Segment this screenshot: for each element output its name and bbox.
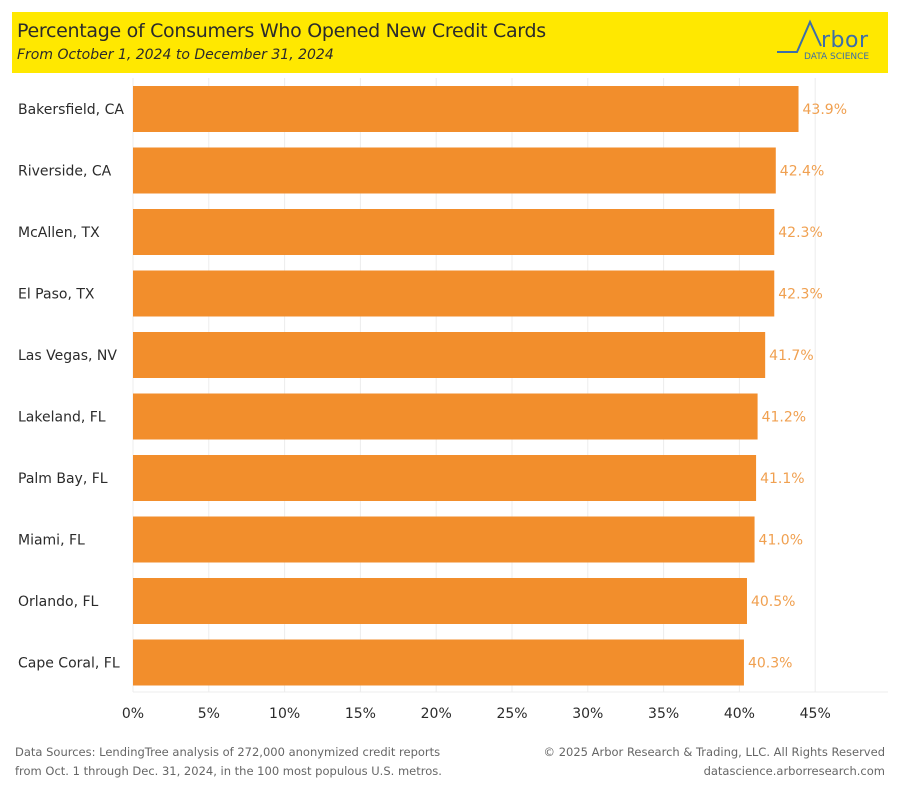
x-tick-label: 15%: [345, 706, 376, 722]
x-tick-label: 25%: [496, 706, 527, 722]
copyright-note: © 2025 Arbor Research & Trading, LLC. Al…: [544, 743, 885, 781]
value-label: 42.3%: [778, 225, 822, 241]
arbor-logo-mark: [777, 19, 822, 53]
x-tick-label: 5%: [198, 706, 220, 722]
website-link[interactable]: datascience.arborresearch.com: [703, 764, 885, 778]
x-tick-label: 10%: [269, 706, 300, 722]
value-label: 41.0%: [759, 533, 803, 549]
arbor-logo: rbor DATA SCIENCE: [775, 16, 887, 70]
bar: [133, 270, 775, 317]
bar: [133, 578, 747, 624]
chart-title: Percentage of Consumers Who Opened New C…: [17, 20, 546, 42]
source-line-2: from Oct. 1 through Dec. 31, 2024, in th…: [15, 764, 442, 778]
bar: [133, 86, 799, 132]
x-axis-ticks: 0% 5% 10% 15% 20% 25% 30% 35% 40% 45%: [122, 706, 831, 722]
value-label: 41.1%: [760, 471, 804, 487]
category-label: Orlando, FL: [18, 594, 99, 610]
bar: [133, 639, 744, 686]
logo-tagline: DATA SCIENCE: [804, 52, 870, 62]
value-label: 42.3%: [778, 287, 822, 303]
value-label: 43.9%: [803, 102, 847, 118]
bar: [133, 393, 758, 440]
category-label: El Paso, TX: [18, 287, 95, 303]
category-labels: Bakersfield, CA Riverside, CA McAllen, TX E…: [18, 102, 124, 672]
value-label: 42.4%: [780, 164, 824, 180]
value-label: 40.3%: [748, 656, 792, 672]
bar-chart: Bakersfield, CA Riverside, CA McAllen, TX E…: [18, 78, 888, 722]
category-label: Bakersfield, CA: [18, 102, 124, 118]
bar: [133, 455, 757, 501]
x-tick-label: 45%: [800, 706, 831, 722]
bar: [133, 209, 775, 255]
category-label: Palm Bay, FL: [18, 471, 108, 487]
bar: [133, 147, 776, 194]
bar: [133, 516, 755, 563]
x-tick-label: 30%: [572, 706, 603, 722]
source-line-1: Data Sources: LendingTree analysis of 27…: [15, 745, 441, 759]
chart-header: Percentage of Consumers Who Opened New C…: [12, 12, 888, 73]
data-source-note: Data Sources: LendingTree analysis of 27…: [15, 743, 442, 781]
logo-wordmark: rbor: [821, 28, 869, 53]
category-label: Riverside, CA: [18, 164, 112, 180]
x-tick-label: 35%: [648, 706, 679, 722]
value-label: 40.5%: [751, 594, 795, 610]
bars: [133, 86, 799, 686]
value-label: 41.2%: [762, 410, 806, 426]
copyright-text: © 2025 Arbor Research & Trading, LLC. Al…: [543, 745, 885, 759]
x-tick-label: 20%: [421, 706, 452, 722]
bar: [133, 332, 766, 378]
x-tick-label: 40%: [724, 706, 755, 722]
x-tick-label: 0%: [122, 706, 144, 722]
category-label: McAllen, TX: [18, 225, 100, 241]
value-label: 41.7%: [769, 348, 813, 364]
category-label: Las Vegas, NV: [18, 348, 117, 364]
value-labels: 43.9% 42.4% 42.3% 42.3% 41.7% 41.2% 41.1% 41.0%…: [748, 102, 847, 672]
category-label: Lakeland, FL: [18, 410, 106, 426]
category-label: Miami, FL: [18, 533, 85, 549]
chart-subtitle: From October 1, 2024 to December 31, 202…: [17, 47, 334, 63]
category-label: Cape Coral, FL: [18, 656, 120, 672]
